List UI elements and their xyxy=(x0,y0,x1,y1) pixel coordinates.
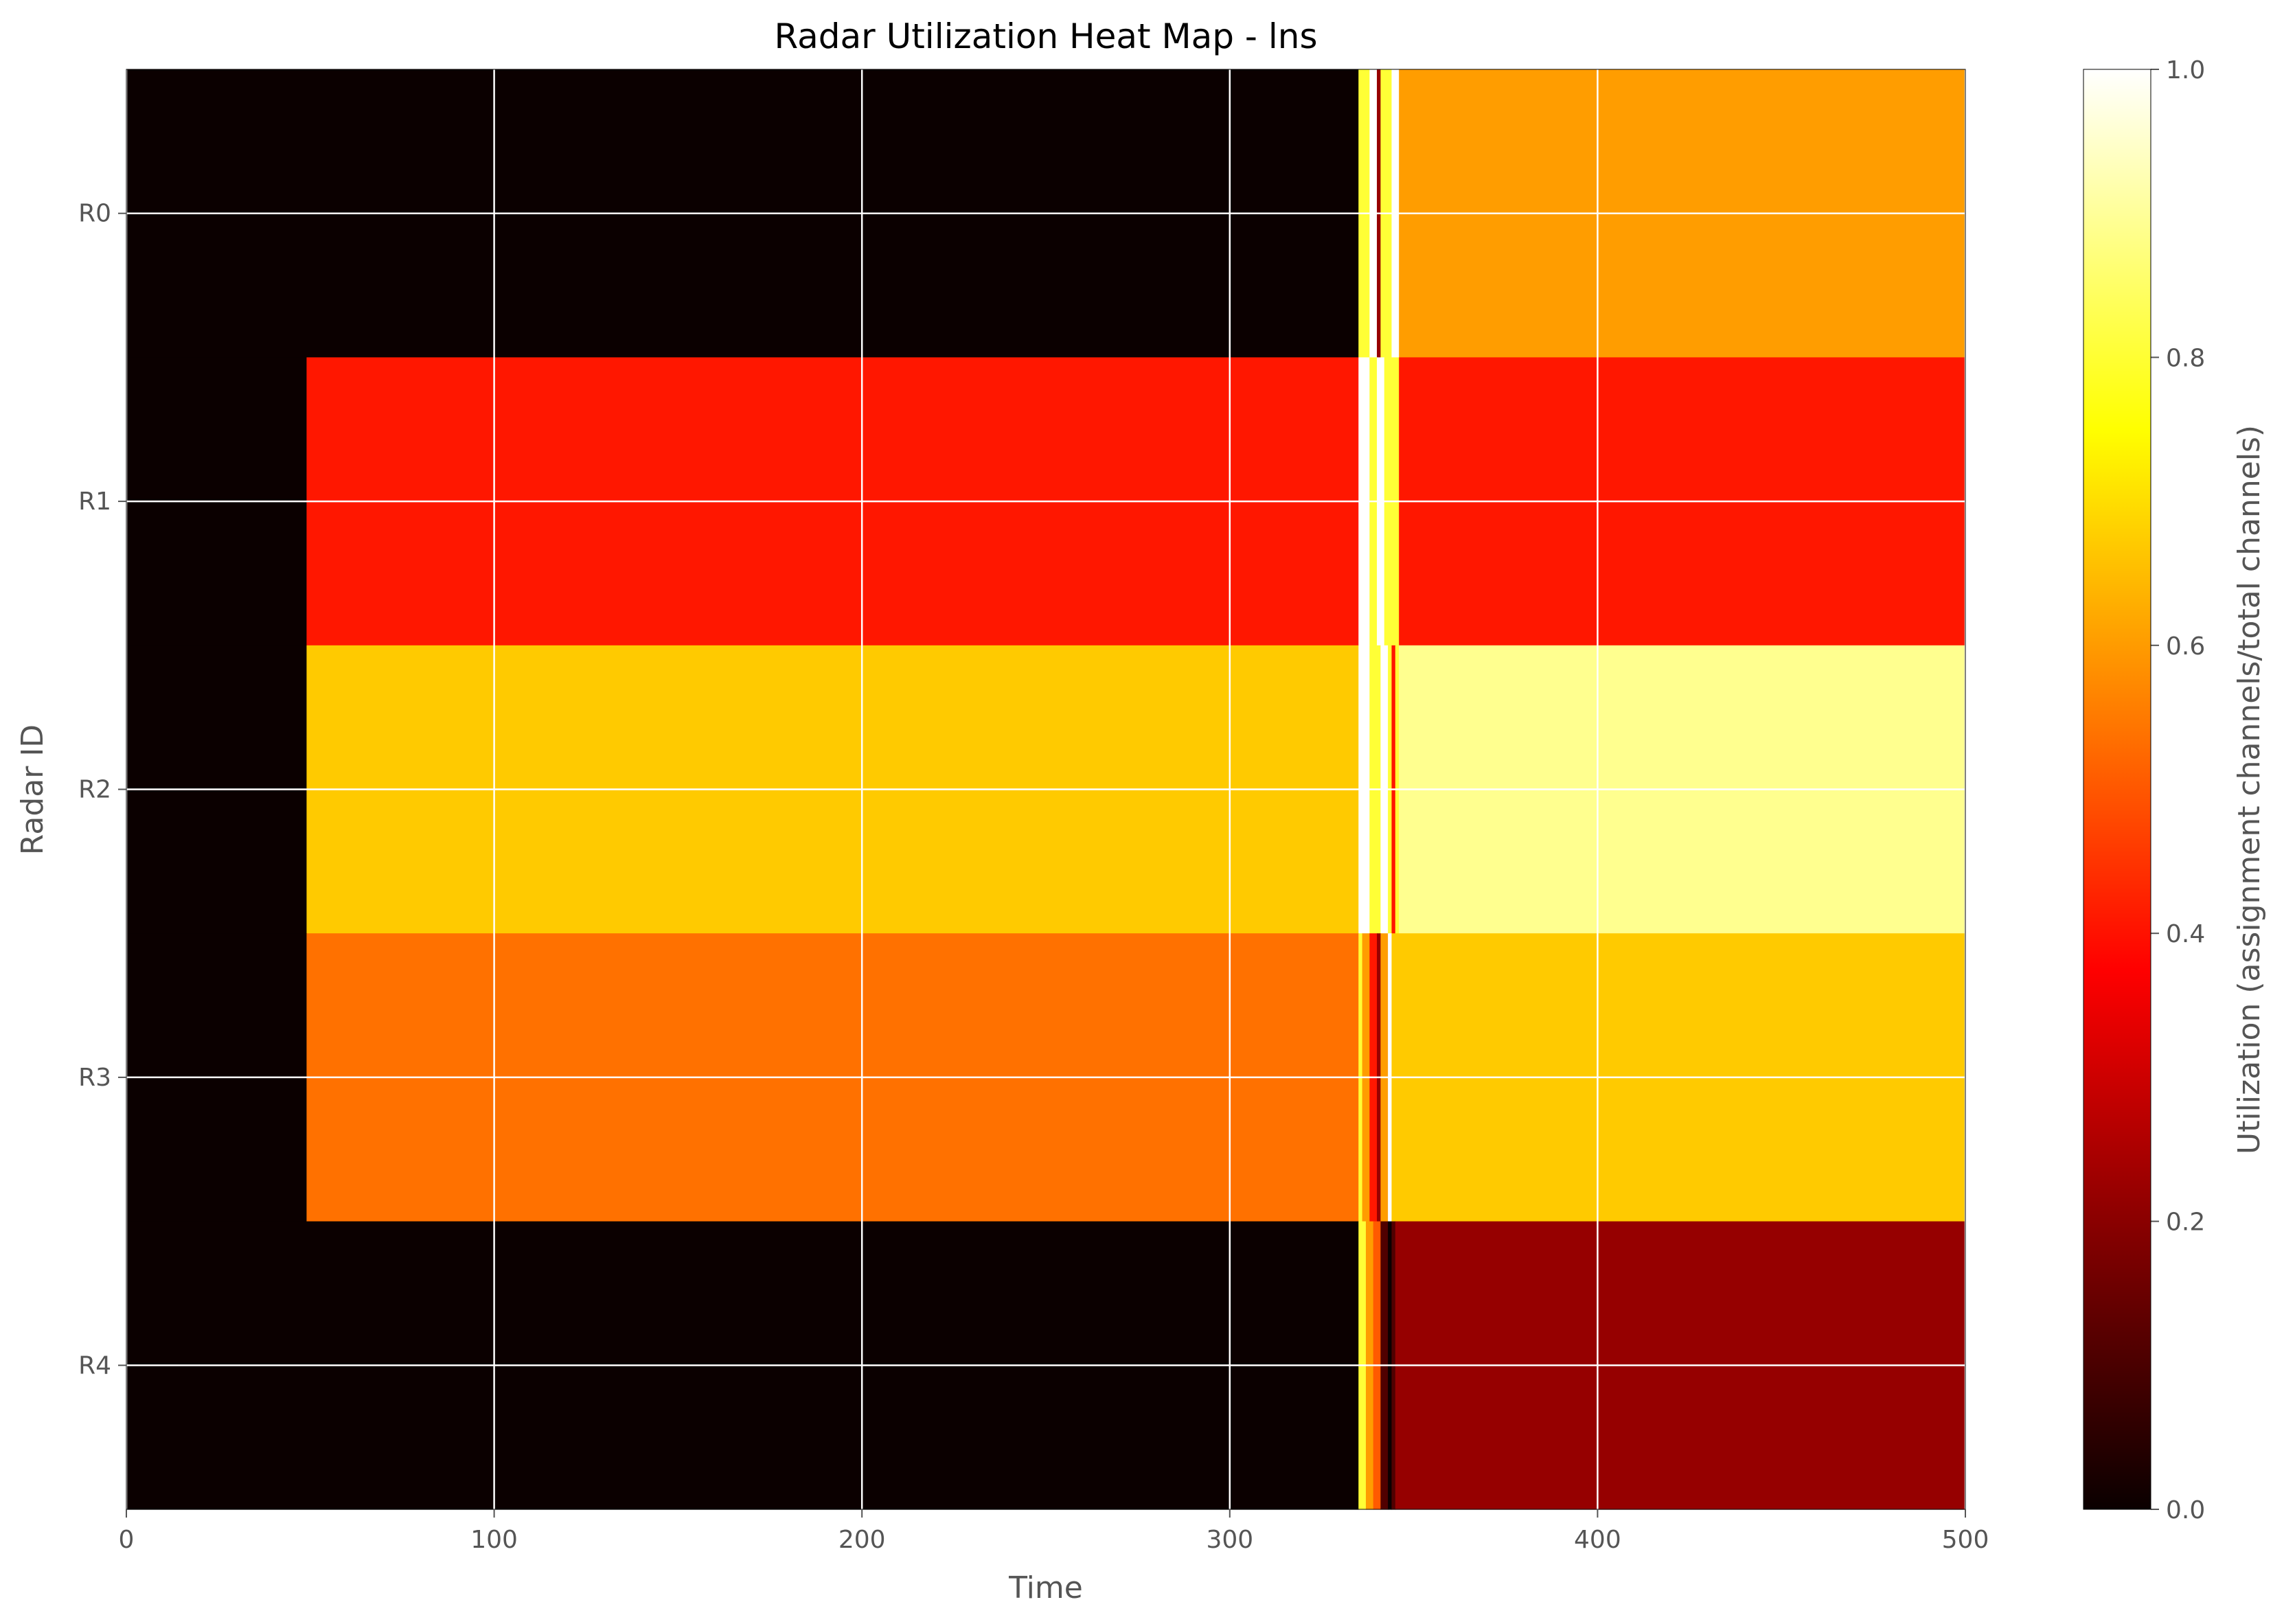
y-axis-label: Radar ID xyxy=(15,724,50,855)
y-tick-label: R1 xyxy=(78,488,111,516)
y-tick-label: R4 xyxy=(78,1351,111,1380)
colorbar-tick-label: 0.6 xyxy=(2166,632,2205,661)
x-tick-label: 0 xyxy=(119,1526,135,1554)
colorbar-tick-label: 0.8 xyxy=(2166,344,2205,372)
y-tick-label: R0 xyxy=(78,200,111,228)
colorbar-label: Utilization (assignment channels/total c… xyxy=(2232,425,2267,1154)
chart-title: Radar Utilization Heat Map - lns xyxy=(774,16,1317,56)
colorbar-tick-label: 0.4 xyxy=(2166,920,2205,948)
colorbar-tick-label: 0.0 xyxy=(2166,1496,2205,1524)
x-axis-ticks: 0 100 200 300 400 500 xyxy=(119,1509,1989,1554)
y-axis-ticks: R0 R1 R2 R3 R4 xyxy=(78,200,126,1380)
colorbar-frame xyxy=(2083,69,2151,1510)
x-axis-label: Time xyxy=(1008,1570,1083,1605)
heatmap-cells xyxy=(126,69,1966,1510)
x-tick-label: 100 xyxy=(470,1526,518,1554)
x-tick-label: 400 xyxy=(1574,1526,1621,1554)
y-tick-label: R3 xyxy=(78,1064,111,1092)
x-tick-label: 200 xyxy=(838,1526,886,1554)
colorbar-tick-label: 0.2 xyxy=(2166,1209,2205,1237)
x-tick-label: 500 xyxy=(1942,1526,1989,1554)
colorbar-tick-label: 1.0 xyxy=(2166,56,2205,84)
y-tick-label: R2 xyxy=(78,776,111,804)
colorbar xyxy=(2083,69,2151,1509)
colorbar-ticks: 0.0 0.2 0.4 0.6 0.8 1.0 xyxy=(2083,56,2205,1524)
x-tick-label: 300 xyxy=(1206,1526,1253,1554)
